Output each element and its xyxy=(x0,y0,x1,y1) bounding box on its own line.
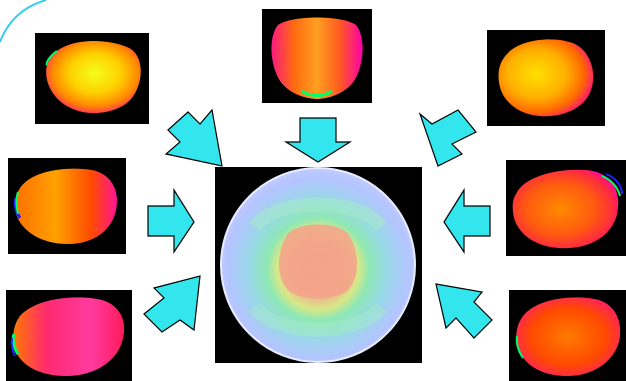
block-arrow-icon xyxy=(442,187,492,254)
thumbnail-top-right xyxy=(487,30,605,126)
block-arrow-icon xyxy=(432,280,494,340)
thumbnail-mid-right xyxy=(506,160,626,256)
thumbnail-bottom-right xyxy=(509,290,626,381)
block-arrow-icon xyxy=(160,108,230,168)
corner-arc-icon xyxy=(0,0,47,43)
thumbnail-bottom-left xyxy=(6,290,132,381)
block-arrow-icon xyxy=(146,187,196,254)
thumbnail-top-center xyxy=(262,9,372,103)
thumbnail-top-left xyxy=(35,33,149,124)
merged-result-image xyxy=(215,167,422,363)
thumbnail-mid-left xyxy=(8,158,126,254)
block-arrow-icon xyxy=(283,116,354,164)
block-arrow-icon xyxy=(418,108,480,170)
block-arrow-icon xyxy=(142,272,204,334)
